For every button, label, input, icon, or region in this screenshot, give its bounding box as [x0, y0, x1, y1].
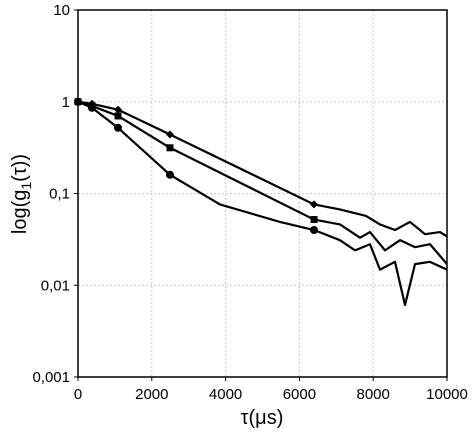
series-line: [77, 100, 448, 307]
y-tick-label: 0,001: [32, 369, 70, 386]
x-axis-label: τ(μs): [241, 407, 284, 429]
marker: [165, 130, 174, 139]
marker: [113, 105, 122, 114]
y-tick-label: 0,01: [41, 277, 70, 294]
y-tick-label: 10: [53, 2, 70, 19]
marker: [310, 226, 319, 235]
series-line: [77, 100, 448, 265]
x-tick-label: 0: [74, 386, 82, 403]
marker: [87, 103, 96, 112]
y-axis-label-part: (τ)): [9, 154, 31, 182]
marker: [74, 97, 82, 106]
x-tick-label: 4000: [209, 386, 242, 403]
y-tick-label: 0,1: [49, 186, 70, 203]
y-axis-label-subscript: 1: [18, 182, 34, 190]
marker: [166, 144, 174, 152]
y-axis-label: log(g1(τ)): [9, 154, 34, 234]
marker: [310, 216, 318, 224]
marker: [310, 200, 319, 209]
x-tick-label: 8000: [357, 386, 390, 403]
plot-frame: [77, 9, 448, 378]
x-tick-label: 2000: [135, 386, 168, 403]
marker: [113, 123, 122, 132]
x-tick-label: 6000: [283, 386, 316, 403]
marker: [114, 112, 122, 120]
x-tick-label: 10000: [426, 386, 468, 403]
y-axis-label-part: log(g: [9, 190, 31, 234]
marker: [165, 170, 174, 179]
y-tick-label: 1: [62, 94, 70, 111]
